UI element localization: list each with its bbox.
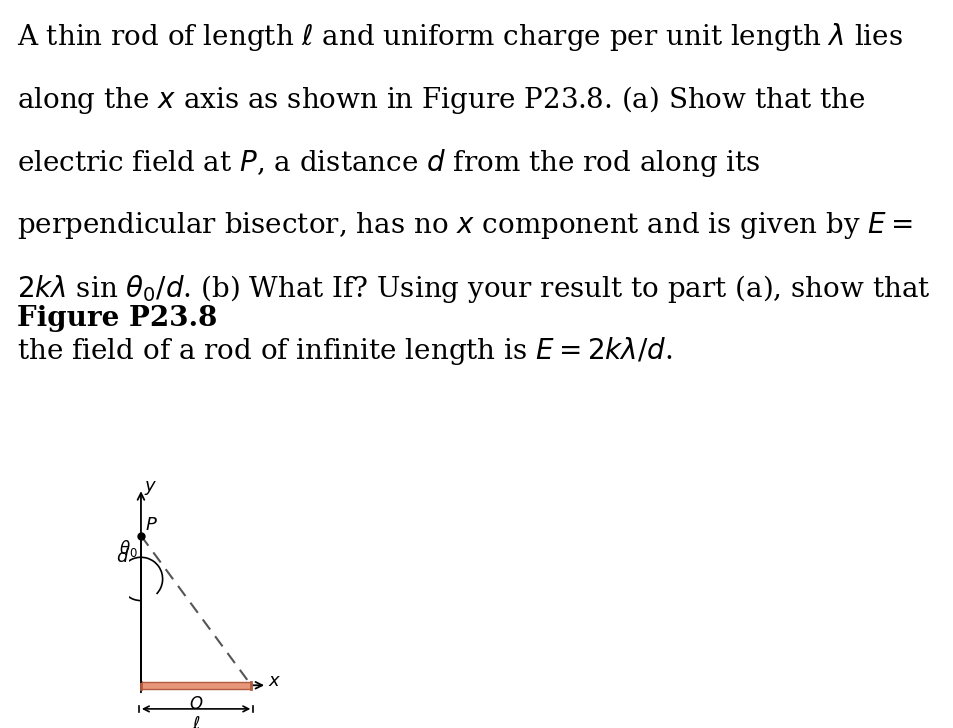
- Text: perpendicular bisector, has no $x$ component and is given by $E=$: perpendicular bisector, has no $x$ compo…: [17, 210, 912, 241]
- Text: $y$: $y$: [144, 479, 157, 497]
- Text: $2k\lambda$ sin $\theta_0/d$. (b) What If? Using your result to part (a), show t: $2k\lambda$ sin $\theta_0/d$. (b) What I…: [17, 272, 929, 304]
- Text: the field of a rod of infinite length is $E= 2k\lambda/d$.: the field of a rod of infinite length is…: [17, 336, 672, 368]
- Text: electric field at $P$, a distance $d$ from the rod along its: electric field at $P$, a distance $d$ fr…: [17, 147, 760, 179]
- Text: $O$: $O$: [189, 696, 203, 713]
- Text: Figure P23.8: Figure P23.8: [17, 305, 217, 332]
- Text: $d$: $d$: [116, 548, 130, 566]
- Text: $x$: $x$: [268, 671, 281, 689]
- Text: along the $x$ axis as shown in Figure P23.8. (a) Show that the: along the $x$ axis as shown in Figure P2…: [17, 84, 865, 116]
- Text: $\theta_0$: $\theta_0$: [119, 538, 137, 559]
- Text: $P$: $P$: [145, 515, 157, 534]
- Text: $\ell$: $\ell$: [192, 715, 200, 728]
- Bar: [141, 681, 251, 689]
- Text: A thin rod of length $\ell$ and uniform charge per unit length $\lambda$ lies: A thin rod of length $\ell$ and uniform …: [17, 21, 902, 53]
